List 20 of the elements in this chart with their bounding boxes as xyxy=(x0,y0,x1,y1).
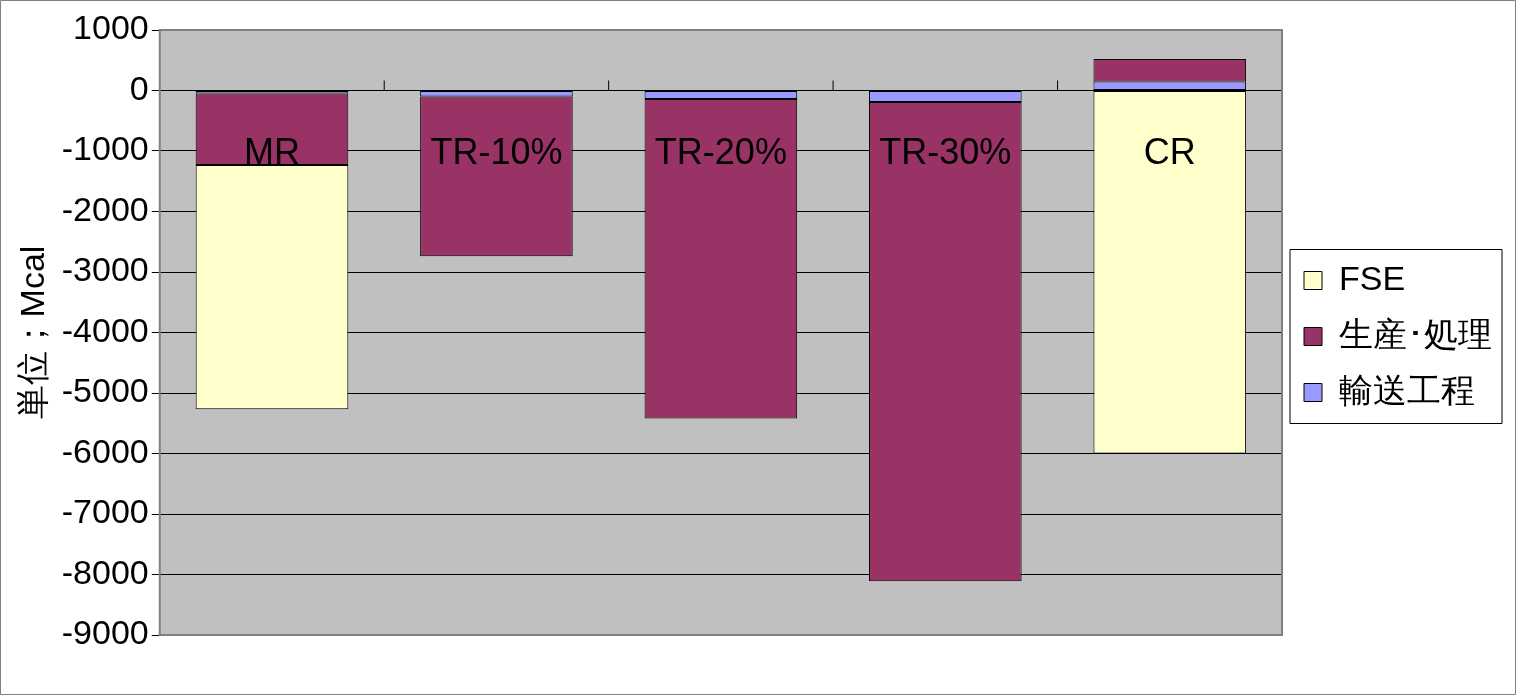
y-tick-label: -5000 xyxy=(61,371,149,410)
y-tick-label: -2000 xyxy=(61,189,149,228)
y-axis-title: 単位；Mcal xyxy=(12,245,51,420)
x-tick-label: TR-30% xyxy=(879,131,1012,173)
x-tick-label: MR xyxy=(243,131,300,173)
x-tick-label: CR xyxy=(1143,131,1196,173)
y-tick-label: -3000 xyxy=(61,250,149,289)
x-tick-label: TR-20% xyxy=(654,131,787,173)
y-tick-label: -9000 xyxy=(61,613,149,652)
y-tick-label: 0 xyxy=(129,68,149,107)
y-tick-label: 1000 xyxy=(73,8,149,47)
legend-label: FSE xyxy=(1339,258,1406,297)
legend-label: 生産･処理 xyxy=(1339,314,1492,353)
legend-label: 輸送工程 xyxy=(1339,370,1475,409)
y-tick-label: -7000 xyxy=(61,492,149,531)
y-tick-label: -8000 xyxy=(61,552,149,591)
y-tick-label: -1000 xyxy=(61,129,149,168)
x-tick-label: TR-10% xyxy=(430,131,563,173)
y-tick-label: -4000 xyxy=(61,310,149,349)
y-tick-label: -6000 xyxy=(61,431,149,470)
